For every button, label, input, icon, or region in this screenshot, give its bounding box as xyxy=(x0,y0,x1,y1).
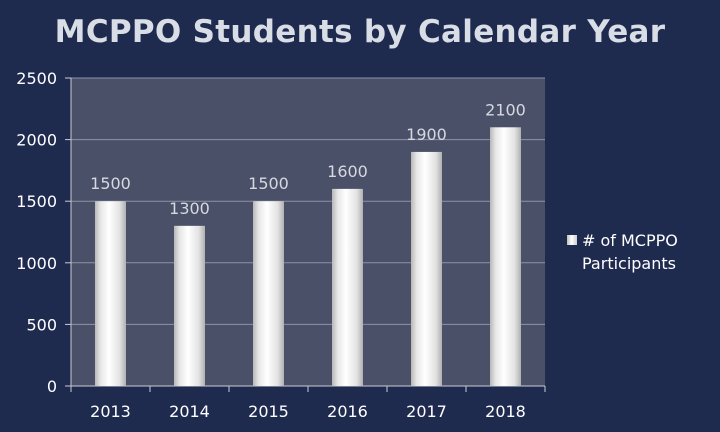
y-tick-label: 2000 xyxy=(16,131,57,150)
axes xyxy=(65,77,546,392)
y-tick-label: 1500 xyxy=(16,192,57,211)
data-label-2017: 1900 xyxy=(406,125,447,144)
y-tick-label: 2500 xyxy=(16,69,57,88)
x-tick-label-2018: 2018 xyxy=(485,402,526,421)
bar-2015 xyxy=(253,201,284,386)
labels: 0 500 1000 1500 2000 2500 1500 2013 1300 2014 1500… xyxy=(16,69,526,421)
bars xyxy=(95,127,521,386)
legend-label: # of MCPPO Participants xyxy=(582,231,678,273)
y-tick-label: 0 xyxy=(47,377,57,396)
x-tick-label-2016: 2016 xyxy=(327,402,368,421)
data-label-2014: 1300 xyxy=(169,199,210,218)
legend: # of MCPPO Participants xyxy=(567,229,717,275)
bar-2017 xyxy=(411,151,442,386)
x-tick-label-2015: 2015 xyxy=(248,402,289,421)
x-tick-label-2017: 2017 xyxy=(406,402,447,421)
data-label-2015: 1500 xyxy=(248,174,289,193)
x-tick-label-2013: 2013 xyxy=(90,402,131,421)
bar-2014 xyxy=(174,225,205,386)
plot-area xyxy=(71,78,545,386)
y-tick-label: 500 xyxy=(26,315,57,334)
legend-swatch xyxy=(567,235,577,245)
y-tick-label: 1000 xyxy=(16,254,57,273)
gridlines xyxy=(71,77,545,325)
bar-2013 xyxy=(95,201,126,386)
data-label-2018: 2100 xyxy=(485,100,526,119)
chart-title: MCPPO Students by Calendar Year xyxy=(54,14,666,50)
bar-2016 xyxy=(332,188,363,386)
data-label-2016: 1600 xyxy=(327,162,368,181)
data-label-2013: 1500 xyxy=(90,174,131,193)
bar-2018 xyxy=(490,127,521,386)
x-tick-label-2014: 2014 xyxy=(169,402,210,421)
